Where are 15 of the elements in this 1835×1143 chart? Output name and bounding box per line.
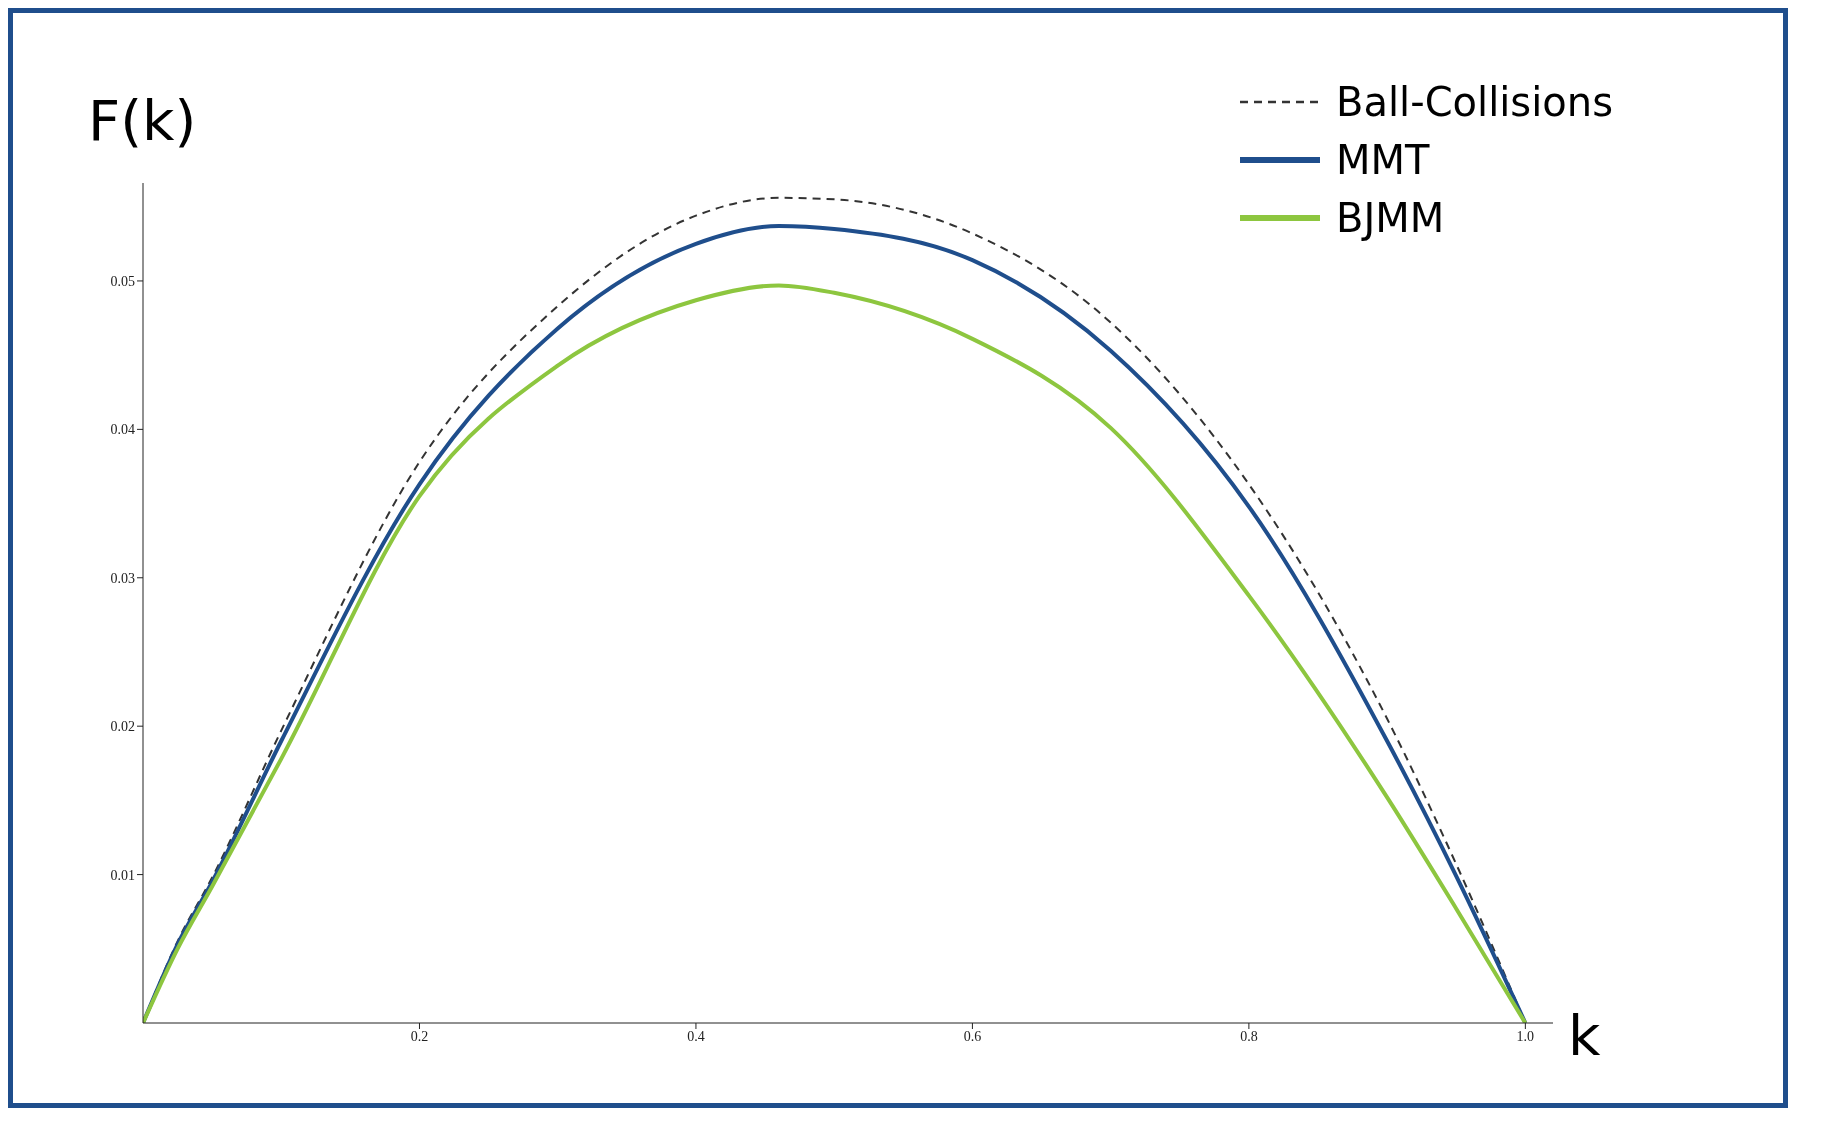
y-tick-label: 0.04	[110, 422, 135, 438]
y-tick-label: 0.03	[110, 570, 135, 586]
y-tick-label: 0.01	[110, 867, 135, 883]
x-tick-label: 0.2	[410, 1028, 429, 1044]
y-tick-label: 0.05	[110, 273, 135, 289]
y-axis-title: F(k)	[88, 88, 197, 153]
x-tick-label: 0.4	[687, 1028, 705, 1044]
legend-label: BJMM	[1336, 195, 1445, 241]
legend-label: Ball-Collisions	[1336, 79, 1613, 125]
x-tick-label: 0.6	[963, 1028, 982, 1044]
x-axis-title: k	[1568, 1003, 1601, 1068]
x-tick-label: 0.8	[1240, 1028, 1258, 1044]
x-tick-label: 1.0	[1516, 1028, 1535, 1044]
y-tick-label: 0.02	[110, 719, 135, 735]
legend-label: MMT	[1336, 137, 1430, 183]
